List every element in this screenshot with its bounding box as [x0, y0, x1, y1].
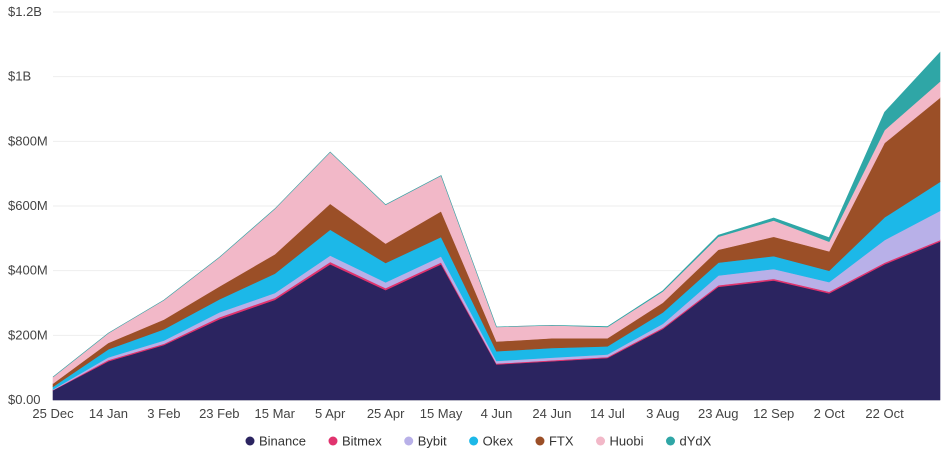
legend-item-bybit[interactable]: Bybit [404, 434, 447, 449]
legend-label: dYdX [680, 434, 712, 449]
x-tick-label: 4 Jun [481, 406, 513, 421]
y-tick-label: $1.2B [8, 4, 42, 19]
x-tick-label: 12 Sep [753, 406, 794, 421]
y-tick-label: $1B [8, 69, 31, 84]
x-tick-label: 5 Apr [315, 406, 346, 421]
legend-item-bitmex[interactable]: Bitmex [328, 434, 382, 449]
legend-item-binance[interactable]: Binance [245, 434, 306, 449]
x-tick-label: 15 May [420, 406, 463, 421]
legend-item-dydx[interactable]: dYdX [666, 434, 712, 449]
y-tick-label: $400M [8, 263, 48, 278]
legend-label: Bitmex [342, 434, 382, 449]
legend-marker [328, 436, 338, 446]
x-tick-label: 14 Jan [89, 406, 128, 421]
x-tick-label: 22 Oct [865, 406, 904, 421]
series-areas [52, 51, 941, 401]
x-tick-label: 25 Apr [367, 406, 405, 421]
x-tick-label: 23 Feb [199, 406, 239, 421]
legend-marker [245, 436, 255, 446]
x-tick-label: 14 Jul [590, 406, 625, 421]
legend-item-okex[interactable]: Okex [469, 434, 513, 449]
legend-marker [596, 436, 606, 446]
legend-label: Bybit [418, 434, 447, 449]
x-axis: 25 Dec 14 Jan 3 Feb 23 Feb 15 Mar 5 Apr 25 Apr… [32, 406, 904, 421]
legend-marker [469, 436, 479, 446]
x-tick-label: 23 Aug [698, 406, 739, 421]
y-tick-label: $800M [8, 133, 48, 148]
legend-label: Okex [483, 434, 514, 449]
legend-item-ftx[interactable]: FTX [535, 434, 574, 449]
y-tick-label: $600M [8, 198, 48, 213]
legend-marker [666, 436, 675, 446]
y-tick-label: $0.00 [8, 392, 41, 407]
legend-marker [404, 436, 414, 446]
y-tick-label: $200M [8, 327, 48, 342]
legend-label: FTX [549, 434, 574, 449]
legend-marker [535, 436, 545, 446]
legend-item-huobi[interactable]: Huobi [596, 434, 644, 449]
x-tick-label: 2 Oct [814, 406, 845, 421]
y-axis: $0.00 $200M $400M $600M $800M $1B $1.2B [8, 4, 48, 407]
legend-label: Huobi [610, 434, 644, 449]
x-tick-label: 24 Jun [532, 406, 571, 421]
x-tick-label: 25 Dec [32, 406, 74, 421]
x-tick-label: 3 Aug [646, 406, 679, 421]
x-tick-label: 3 Feb [147, 406, 180, 421]
x-tick-label: 15 Mar [255, 406, 296, 421]
legend: Binance Bitmex Bybit Okex FTX Huobi dYdX [245, 434, 712, 449]
legend-label: Binance [259, 434, 306, 449]
area-dydx [52, 51, 941, 378]
